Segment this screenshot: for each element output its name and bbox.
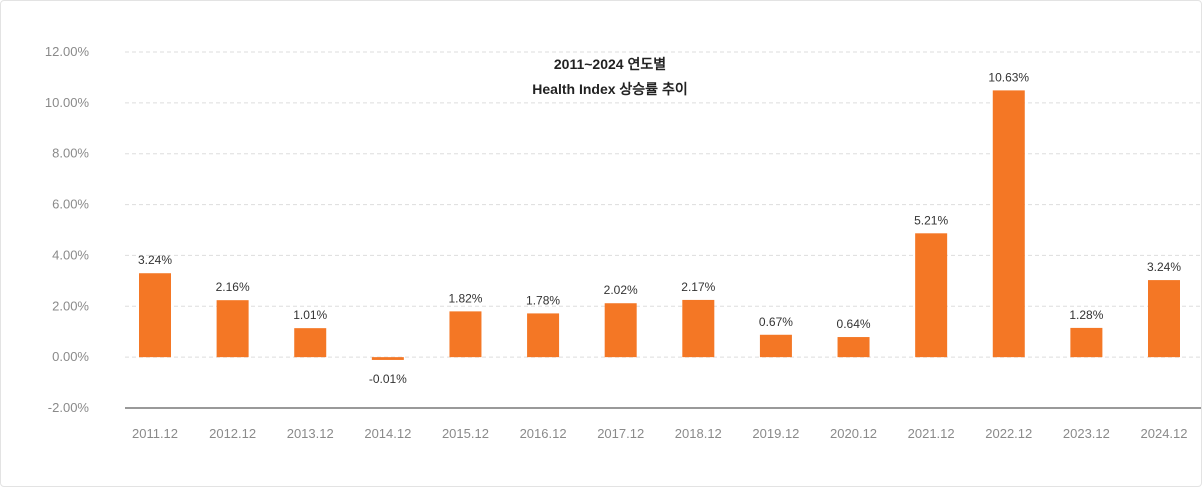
data-label: 2.17% [681,280,715,294]
data-label: -0.01% [369,372,407,386]
y-tick-label: 10.00% [45,95,90,110]
x-tick-label: 2024.12 [1141,426,1188,441]
bars [139,90,1180,360]
data-label: 3.24% [1147,260,1181,274]
bar [915,233,948,358]
x-tick-label: 2012.12 [209,426,256,441]
bar [527,313,560,358]
bar [682,299,715,358]
data-label: 0.64% [837,317,871,331]
x-tick-label: 2014.12 [364,426,411,441]
y-axis-ticks: -2.00% 0.00% 2.00% 4.00% 6.00% 8.00% 10.00% 12.… [45,44,90,415]
bar [759,334,792,358]
bar [604,303,637,358]
bar [449,311,482,358]
data-label: 2.02% [604,283,638,297]
y-tick-label: 0.00% [52,349,89,364]
x-tick-label: 2016.12 [520,426,567,441]
bar [294,328,327,358]
y-tick-label: 8.00% [52,146,89,161]
y-tick-label: 2.00% [52,298,89,313]
x-tick-label: 2021.12 [908,426,955,441]
data-label: 1.28% [1069,308,1103,322]
x-tick-label: 2023.12 [1063,426,1110,441]
bar [139,273,171,358]
chart-title-line-1: 2011~2024 연도별 [554,56,666,72]
x-tick-label: 2017.12 [597,426,644,441]
bar [1070,327,1103,358]
data-label: 1.01% [293,308,327,322]
x-tick-label: 2011.12 [132,426,178,441]
bar [1148,280,1180,358]
chart-title-line-2: Health Index 상승률 추이 [532,81,687,97]
data-label: 1.82% [448,291,482,305]
y-tick-label: 6.00% [52,197,89,212]
data-label: 1.78% [526,293,560,307]
x-tick-label: 2018.12 [675,426,722,441]
x-tick-label: 2020.12 [830,426,877,441]
x-axis-ticks: 2011.12 2012.12 2013.12 2014.12 2015.12 2016.… [132,426,1188,441]
bar [216,300,249,358]
y-tick-label: -2.00% [48,400,90,415]
bar [992,90,1025,358]
y-tick-label: 12.00% [45,44,90,59]
x-tick-label: 2015.12 [442,426,489,441]
data-label: 0.67% [759,315,793,329]
x-tick-label: 2019.12 [752,426,799,441]
x-tick-label: 2022.12 [985,426,1032,441]
bar [837,337,870,358]
bar [371,357,404,360]
data-labels: 3.24% 2.16% 1.01% -0.01% 1.82% 1.78% 2.02% 2.17… [138,70,1181,386]
x-tick-label: 2013.12 [287,426,334,441]
data-label: 10.63% [988,70,1029,84]
y-tick-label: 4.00% [52,247,89,262]
data-label: 5.21% [914,213,948,227]
data-label: 3.24% [138,253,172,267]
data-label: 2.16% [216,280,250,294]
gridlines [125,51,1201,358]
